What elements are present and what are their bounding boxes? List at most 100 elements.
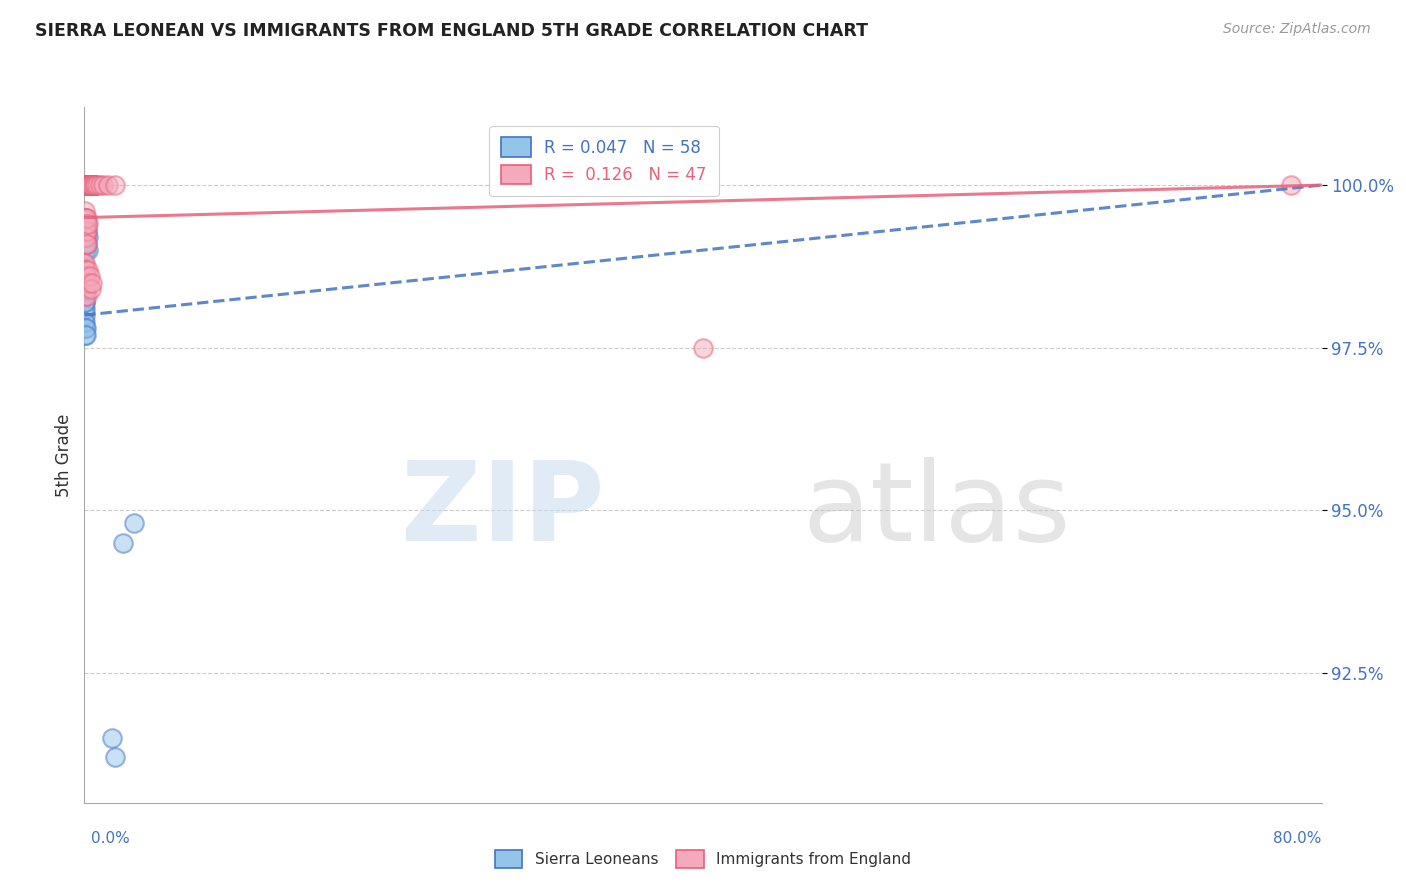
Legend: R = 0.047   N = 58, R =  0.126   N = 47: R = 0.047 N = 58, R = 0.126 N = 47 — [489, 126, 718, 196]
Point — [75, 230, 97, 244]
Point — [73, 327, 96, 342]
Point — [73, 301, 96, 316]
Point — [77, 243, 100, 257]
Point — [83, 178, 105, 192]
Point — [83, 178, 105, 192]
Point — [73, 288, 96, 302]
Point — [76, 178, 98, 192]
Point — [75, 269, 97, 284]
Point — [73, 321, 96, 335]
Point — [104, 178, 127, 192]
Point — [75, 256, 97, 270]
Y-axis label: 5th Grade: 5th Grade — [55, 413, 73, 497]
Point — [79, 178, 101, 192]
Point — [75, 178, 97, 192]
Point — [76, 224, 98, 238]
Point — [79, 178, 101, 192]
Point — [73, 230, 96, 244]
Point — [75, 236, 97, 251]
Point — [73, 315, 96, 329]
Text: 0.0%: 0.0% — [91, 831, 131, 846]
Point — [76, 211, 98, 225]
Point — [84, 178, 107, 192]
Point — [73, 262, 96, 277]
Point — [79, 178, 101, 192]
Point — [101, 731, 124, 745]
Point — [77, 178, 100, 192]
Point — [76, 230, 98, 244]
Point — [76, 178, 98, 192]
Point — [77, 178, 100, 192]
Point — [75, 211, 97, 225]
Point — [77, 178, 100, 192]
Point — [73, 224, 96, 238]
Point — [73, 224, 96, 238]
Point — [75, 321, 97, 335]
Point — [75, 282, 97, 296]
Point — [73, 211, 96, 225]
Point — [77, 276, 100, 290]
Text: 80.0%: 80.0% — [1274, 831, 1322, 846]
Point — [75, 178, 97, 192]
Point — [73, 224, 96, 238]
Point — [75, 262, 97, 277]
Point — [76, 178, 98, 192]
Point — [73, 236, 96, 251]
Point — [73, 288, 96, 302]
Point — [692, 341, 714, 355]
Point — [75, 315, 97, 329]
Text: ZIP: ZIP — [401, 457, 605, 564]
Point — [122, 516, 145, 531]
Point — [79, 178, 101, 192]
Point — [75, 217, 97, 231]
Point — [75, 295, 97, 310]
Point — [82, 178, 104, 192]
Point — [79, 269, 101, 284]
Point — [75, 243, 97, 257]
Point — [73, 256, 96, 270]
Point — [75, 327, 97, 342]
Point — [75, 217, 97, 231]
Point — [82, 178, 104, 192]
Point — [75, 178, 97, 192]
Point — [75, 211, 97, 225]
Legend: Sierra Leoneans, Immigrants from England: Sierra Leoneans, Immigrants from England — [489, 844, 917, 873]
Point — [76, 178, 98, 192]
Point — [73, 295, 96, 310]
Point — [75, 178, 97, 192]
Point — [75, 236, 97, 251]
Point — [73, 301, 96, 316]
Point — [82, 276, 104, 290]
Point — [82, 178, 104, 192]
Point — [75, 224, 97, 238]
Point — [76, 224, 98, 238]
Point — [73, 217, 96, 231]
Point — [76, 217, 98, 231]
Point — [83, 178, 105, 192]
Point — [91, 178, 114, 192]
Point — [75, 204, 97, 219]
Point — [73, 288, 96, 302]
Point — [77, 262, 100, 277]
Point — [77, 217, 100, 231]
Point — [79, 178, 101, 192]
Point — [77, 178, 100, 192]
Point — [76, 276, 98, 290]
Point — [75, 230, 97, 244]
Point — [73, 243, 96, 257]
Point — [73, 276, 96, 290]
Point — [75, 178, 97, 192]
Point — [89, 178, 111, 192]
Point — [76, 288, 98, 302]
Point — [79, 178, 101, 192]
Point — [86, 178, 108, 192]
Point — [73, 308, 96, 322]
Point — [75, 224, 97, 238]
Point — [77, 178, 100, 192]
Text: Source: ZipAtlas.com: Source: ZipAtlas.com — [1223, 22, 1371, 37]
Point — [76, 178, 98, 192]
Point — [104, 750, 127, 764]
Point — [112, 535, 135, 549]
Point — [76, 236, 98, 251]
Point — [73, 230, 96, 244]
